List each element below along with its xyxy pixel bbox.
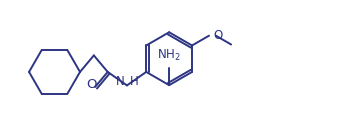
Text: N: N [116, 75, 125, 88]
Text: O: O [86, 78, 96, 91]
Text: H: H [130, 75, 139, 88]
Text: O: O [213, 29, 222, 42]
Text: NH$_2$: NH$_2$ [157, 48, 181, 63]
